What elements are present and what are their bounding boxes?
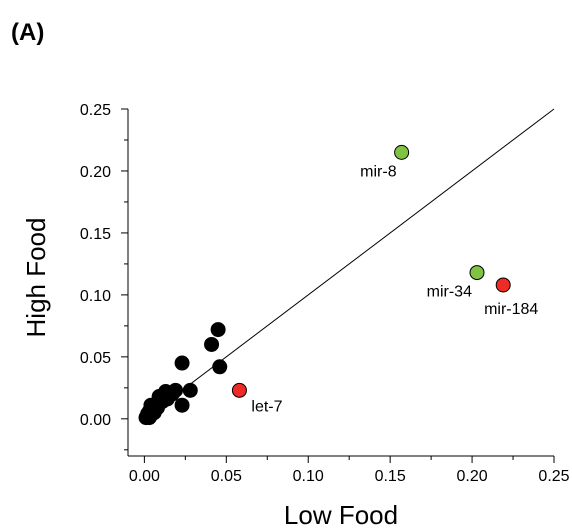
y-tick-label: 0.20 [80,164,111,181]
x-tick-label: 0.00 [129,468,160,485]
y-tick-label: 0.10 [80,288,111,305]
point-let-7 [231,382,247,398]
data-point [168,382,184,398]
data-point [210,322,226,338]
point-label-mir-34: mir-34 [427,284,472,301]
point-mir-8 [394,144,410,160]
y-axis-label: High Food [21,218,51,338]
data-point [174,355,190,371]
point-labels: let-7 mir-8 mir-34 mir-184 [251,163,538,415]
y-tick-label: 0.15 [80,226,111,243]
x-tick-label: 0.25 [538,468,569,485]
point-mir-34 [469,265,485,281]
point-label-let-7: let-7 [251,398,282,415]
y-tick-label: 0.05 [80,350,111,367]
data-points [138,108,555,426]
axes: 0.00 0.05 0.10 0.15 0.20 0.25 0.00 0.05 0.10 0.15… [21,102,570,529]
x-axis-label: Low Food [284,500,398,529]
y-tick-label: 0.00 [80,412,111,429]
y-tick-label: 0.25 [80,102,111,119]
point-mir-184 [495,277,511,293]
identity-line [144,108,555,420]
data-point [204,336,220,352]
x-tick-label: 0.05 [211,468,242,485]
x-tick-label: 0.20 [457,468,488,485]
x-tick-label: 0.15 [375,468,406,485]
data-point [212,359,228,375]
data-point [182,382,198,398]
point-label-mir-184: mir-184 [484,301,538,318]
panel-label: (A) [11,19,44,46]
x-tick-label: 0.10 [293,468,324,485]
data-point [174,397,190,413]
point-label-mir-8: mir-8 [360,163,397,180]
